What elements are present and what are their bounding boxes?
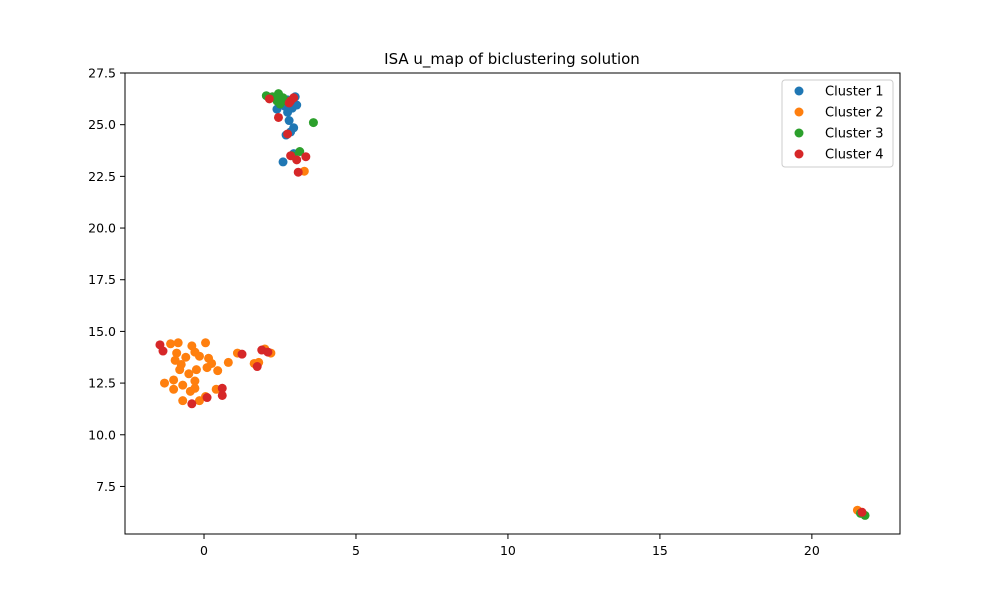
data-point <box>190 383 200 393</box>
data-point <box>169 384 179 394</box>
data-point <box>207 358 217 368</box>
data-point <box>190 376 200 386</box>
data-point <box>278 157 288 167</box>
legend-label: Cluster 2 <box>825 106 884 121</box>
legend-marker <box>794 86 804 96</box>
data-point <box>284 116 294 126</box>
legend-marker <box>794 149 804 159</box>
data-point <box>264 94 274 104</box>
y-tick-label: 22.5 <box>88 169 116 184</box>
y-tick-label: 12.5 <box>88 376 116 391</box>
data-point <box>194 351 204 361</box>
data-point <box>293 167 303 177</box>
data-point <box>263 347 273 357</box>
data-point <box>295 147 305 157</box>
legend: Cluster 1 Cluster 2 Cluster 3 Cluster 4 <box>781 79 894 168</box>
legend-marker <box>794 107 804 117</box>
x-tick-label: 0 <box>200 543 208 558</box>
plot-frame <box>124 72 901 535</box>
x-axis: 0 5 10 15 20 <box>200 534 820 558</box>
data-point <box>213 366 223 376</box>
data-point <box>181 352 191 362</box>
data-point <box>166 339 176 349</box>
data-point <box>217 390 227 400</box>
x-tick-label: 15 <box>652 543 668 558</box>
data-point <box>217 383 227 393</box>
y-tick-label: 7.5 <box>96 479 116 494</box>
data-point <box>178 380 188 390</box>
data-point <box>275 99 285 109</box>
data-point <box>160 378 170 388</box>
data-point <box>175 365 185 375</box>
data-point <box>857 507 867 517</box>
data-point <box>252 362 262 372</box>
data-point <box>223 357 233 367</box>
y-tick-label: 27.5 <box>88 66 116 81</box>
data-point <box>202 393 212 403</box>
y-tick-label: 20.0 <box>88 221 116 236</box>
legend-label: Cluster 3 <box>825 127 884 142</box>
data-point <box>308 118 318 128</box>
data-point <box>191 365 201 375</box>
legend-box <box>781 79 894 168</box>
data-point <box>158 346 168 356</box>
y-axis: 7.5 10.0 12.5 15.0 17.5 20.0 22.5 25.0 27.5 <box>88 66 125 494</box>
data-point <box>283 129 293 139</box>
chart-title: ISA u_map of biclustering solution <box>384 50 640 69</box>
data-point <box>301 152 311 162</box>
data-point <box>237 349 247 359</box>
y-tick-label: 15.0 <box>88 324 116 339</box>
x-tick-label: 5 <box>352 543 360 558</box>
data-point <box>178 396 188 406</box>
legend-label: Cluster 1 <box>825 85 884 100</box>
data-point <box>169 375 179 385</box>
data-point <box>173 338 183 348</box>
data-point <box>292 155 302 165</box>
series-cluster-4 <box>155 93 867 517</box>
legend-label: Cluster 4 <box>825 148 884 163</box>
data-point <box>201 338 211 348</box>
series-cluster-2 <box>160 166 862 515</box>
y-tick-label: 17.5 <box>88 272 116 287</box>
data-point <box>187 399 197 409</box>
data-point <box>284 98 294 108</box>
data-point <box>273 112 283 122</box>
data-point <box>283 107 293 117</box>
y-tick-label: 25.0 <box>88 117 116 132</box>
y-tick-label: 10.0 <box>88 427 116 442</box>
x-tick-label: 10 <box>500 543 516 558</box>
x-tick-label: 20 <box>804 543 820 558</box>
legend-marker <box>794 128 804 138</box>
points-layer <box>155 89 870 520</box>
data-point <box>172 348 182 358</box>
data-point <box>184 369 194 379</box>
